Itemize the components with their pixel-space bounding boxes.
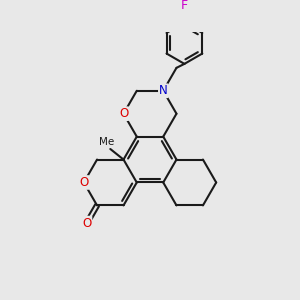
Text: F: F	[181, 0, 188, 12]
Text: O: O	[82, 217, 92, 230]
Text: N: N	[159, 84, 168, 97]
Text: Me: Me	[99, 137, 114, 147]
Text: O: O	[119, 107, 128, 120]
Text: O: O	[79, 176, 88, 189]
